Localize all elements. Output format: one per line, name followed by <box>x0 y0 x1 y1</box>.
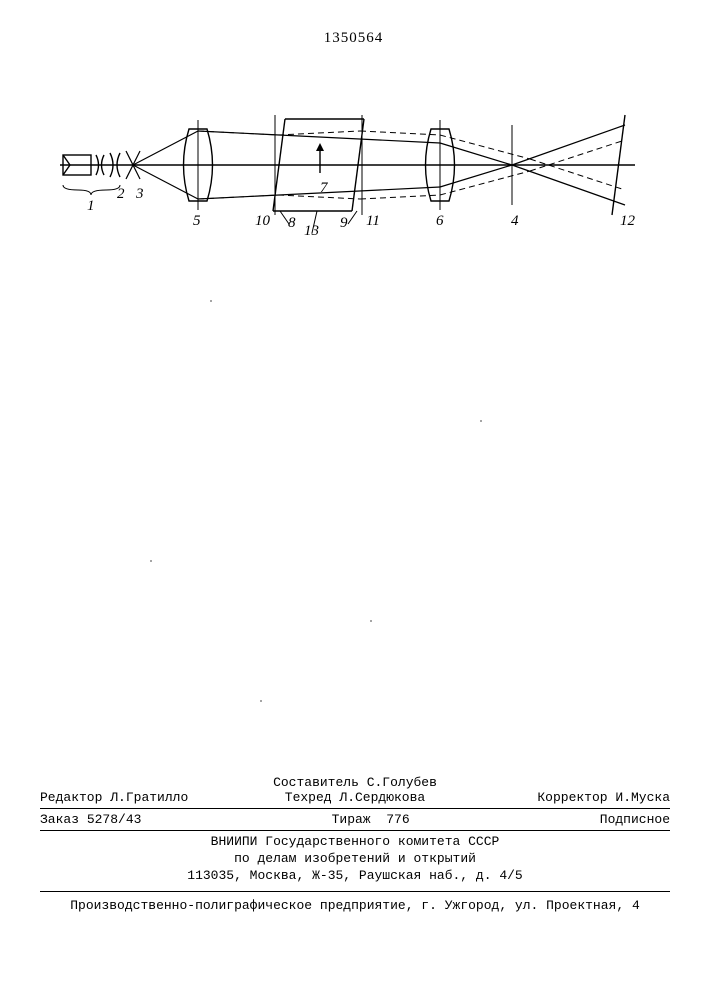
institution-block: ВНИИПИ Государственного комитета СССР по… <box>40 834 670 892</box>
label-10: 10 <box>255 213 271 229</box>
label-7: 7 <box>320 180 329 196</box>
compiler-name: С.Голубев <box>367 775 437 790</box>
page: 1350564 <box>0 0 707 1000</box>
printer-line: Производственно-полиграфическое предприя… <box>40 898 670 913</box>
label-6: 6 <box>436 213 444 229</box>
label-9: 9 <box>340 215 348 231</box>
inst-line-2: по делам изобретений и открытий <box>40 851 670 868</box>
korrector-label: Корректор <box>537 790 607 805</box>
tirage-label: Тираж <box>332 812 371 827</box>
label-13: 13 <box>304 223 319 235</box>
editor-name: Л.Гратилло <box>110 790 188 805</box>
label-8: 8 <box>288 215 296 231</box>
optical-diagram: 1 2 3 5 10 8 7 13 9 11 6 4 12 <box>60 95 650 235</box>
label-12: 12 <box>620 213 636 229</box>
label-1: 1 <box>87 198 95 214</box>
inst-line-3: 113035, Москва, Ж-35, Раушская наб., д. … <box>40 868 670 885</box>
label-3: 3 <box>135 186 144 202</box>
korrector-name: И.Муска <box>615 790 670 805</box>
inst-line-1: ВНИИПИ Государственного комитета СССР <box>40 834 670 851</box>
label-5: 5 <box>193 213 201 229</box>
speck <box>260 700 262 702</box>
podpisnoe: Подписное <box>600 812 670 827</box>
speck <box>210 300 212 302</box>
order-number: 5278/43 <box>87 812 142 827</box>
label-11: 11 <box>366 213 380 229</box>
tirage-number: 776 <box>386 812 409 827</box>
label-4: 4 <box>511 213 519 229</box>
credits-row-1: Редактор Л.Гратилло Составитель С.Голубе… <box>40 775 670 809</box>
credits-row-2: Заказ 5278/43 Тираж 776 Подписное <box>40 812 670 831</box>
footer-block: Редактор Л.Гратилло Составитель С.Голубе… <box>40 775 670 913</box>
label-2: 2 <box>117 186 125 202</box>
order-label: Заказ <box>40 812 79 827</box>
document-number: 1350564 <box>0 30 707 47</box>
speck <box>480 420 482 422</box>
editor-label: Редактор <box>40 790 102 805</box>
speck <box>370 620 372 622</box>
speck <box>150 560 152 562</box>
tehred-name: Л.Сердюкова <box>339 790 425 805</box>
compiler-label: Составитель <box>273 775 359 790</box>
tehred-label: Техред <box>285 790 332 805</box>
